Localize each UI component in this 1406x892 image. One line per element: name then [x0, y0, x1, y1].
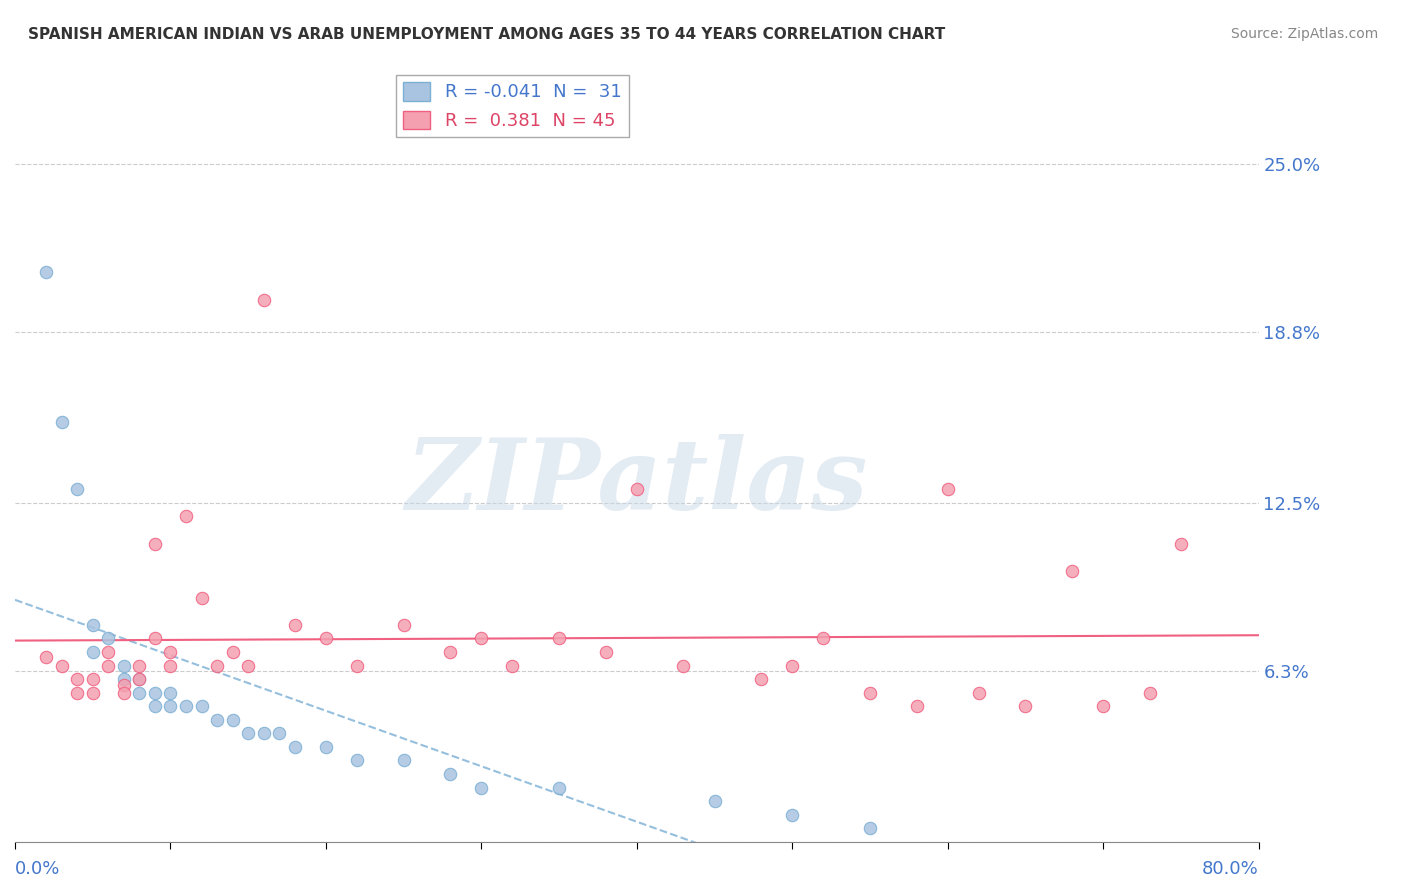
- Text: SPANISH AMERICAN INDIAN VS ARAB UNEMPLOYMENT AMONG AGES 35 TO 44 YEARS CORRELATI: SPANISH AMERICAN INDIAN VS ARAB UNEMPLOY…: [28, 27, 945, 42]
- Point: [1060, 564, 1083, 578]
- Point: [346, 754, 368, 768]
- Text: Source: ZipAtlas.com: Source: ZipAtlas.com: [1230, 27, 1378, 41]
- Point: [813, 632, 835, 646]
- Point: [221, 645, 243, 659]
- Point: [439, 645, 461, 659]
- Point: [82, 645, 104, 659]
- Point: [97, 658, 120, 673]
- Text: 0.0%: 0.0%: [15, 860, 60, 878]
- Point: [159, 699, 181, 714]
- Point: [159, 686, 181, 700]
- Point: [439, 767, 461, 781]
- Point: [143, 536, 166, 550]
- Point: [703, 794, 725, 808]
- Point: [269, 726, 291, 740]
- Point: [128, 686, 150, 700]
- Point: [238, 658, 260, 673]
- Point: [392, 754, 415, 768]
- Point: [253, 293, 276, 307]
- Point: [501, 658, 523, 673]
- Point: [859, 686, 882, 700]
- Point: [470, 780, 492, 795]
- Point: [174, 509, 197, 524]
- Point: [548, 632, 571, 646]
- Legend: R = -0.041  N =  31, R =  0.381  N = 45: R = -0.041 N = 31, R = 0.381 N = 45: [396, 75, 628, 137]
- Point: [936, 483, 959, 497]
- Point: [1014, 699, 1036, 714]
- Point: [967, 686, 990, 700]
- Point: [1092, 699, 1115, 714]
- Point: [35, 650, 58, 665]
- Point: [128, 658, 150, 673]
- Point: [174, 699, 197, 714]
- Point: [780, 658, 803, 673]
- Point: [128, 672, 150, 686]
- Point: [159, 645, 181, 659]
- Point: [1170, 536, 1192, 550]
- Point: [749, 672, 772, 686]
- Point: [128, 672, 150, 686]
- Point: [112, 686, 135, 700]
- Point: [859, 822, 882, 836]
- Point: [112, 672, 135, 686]
- Text: ZIPatlas: ZIPatlas: [405, 434, 868, 531]
- Point: [780, 807, 803, 822]
- Point: [626, 483, 648, 497]
- Point: [238, 726, 260, 740]
- Point: [905, 699, 928, 714]
- Point: [190, 591, 212, 605]
- Point: [595, 645, 617, 659]
- Point: [97, 645, 120, 659]
- Point: [190, 699, 212, 714]
- Point: [143, 632, 166, 646]
- Point: [143, 686, 166, 700]
- Point: [470, 632, 492, 646]
- Point: [82, 686, 104, 700]
- Point: [159, 658, 181, 673]
- Point: [315, 739, 337, 754]
- Point: [35, 265, 58, 279]
- Point: [66, 483, 89, 497]
- Point: [205, 658, 228, 673]
- Point: [253, 726, 276, 740]
- Point: [221, 713, 243, 727]
- Point: [672, 658, 695, 673]
- Point: [112, 658, 135, 673]
- Point: [66, 672, 89, 686]
- Point: [205, 713, 228, 727]
- Point: [97, 632, 120, 646]
- Point: [284, 739, 307, 754]
- Point: [82, 618, 104, 632]
- Point: [66, 686, 89, 700]
- Point: [143, 699, 166, 714]
- Point: [392, 618, 415, 632]
- Point: [315, 632, 337, 646]
- Point: [51, 415, 73, 429]
- Point: [1139, 686, 1161, 700]
- Text: 80.0%: 80.0%: [1202, 860, 1258, 878]
- Point: [82, 672, 104, 686]
- Point: [284, 618, 307, 632]
- Point: [112, 677, 135, 691]
- Point: [346, 658, 368, 673]
- Point: [51, 658, 73, 673]
- Point: [548, 780, 571, 795]
